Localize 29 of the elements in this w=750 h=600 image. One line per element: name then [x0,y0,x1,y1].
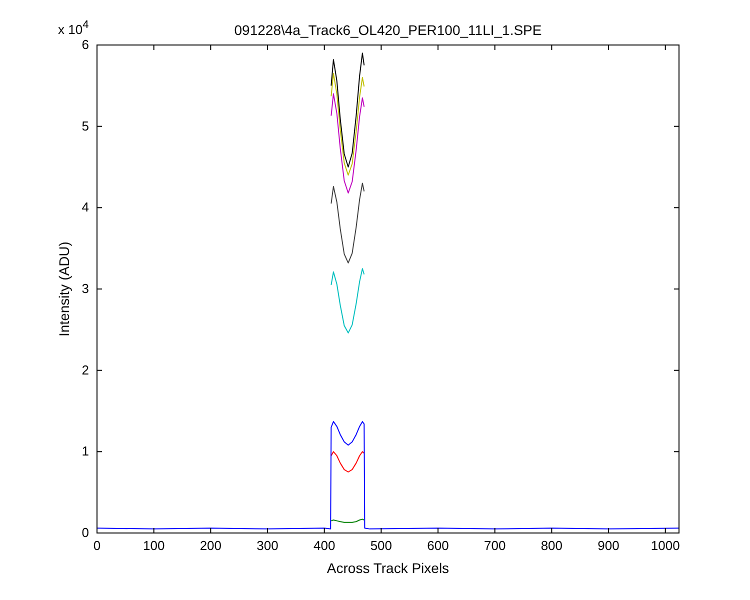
line-series [330,72,365,176]
y-tick-label: 6 [82,37,89,52]
line-series [330,93,365,194]
x-tick-label: 100 [142,538,165,553]
x-tick-label: 200 [200,538,222,553]
line-series [330,182,365,264]
y-tick-label: 5 [82,118,89,134]
x-tick-label: 300 [256,538,278,553]
x-axis-title: Across Track Pixels [326,560,450,576]
line-series [96,421,680,530]
y-tick-label: 1 [82,444,89,459]
y-tick-label: 3 [82,281,89,296]
chart-title: 091228\4a_Track6_OL420_PER100_11LI_1.SPE [234,22,542,38]
y-tick-label: 4 [82,200,89,215]
x-tick-label: 1000 [650,538,680,553]
x-tick-label: 900 [598,538,620,553]
line-series [330,52,365,168]
y-tick-label: 0 [82,525,89,540]
x-tick-label: 700 [484,538,506,553]
x-tick-label: 800 [540,538,563,553]
line-series [330,268,365,334]
y-tick-label: 2 [82,362,89,378]
x-tick-label: 0 [93,538,101,553]
line-series [330,451,365,472]
text: x 10$^{4}$ [58,19,89,37]
y-axis-title: Intensity (ADU) [56,242,72,336]
x-tick-label: 400 [313,538,336,553]
x-tick-label: 600 [427,538,449,553]
x-tick-label: 500 [370,538,392,553]
